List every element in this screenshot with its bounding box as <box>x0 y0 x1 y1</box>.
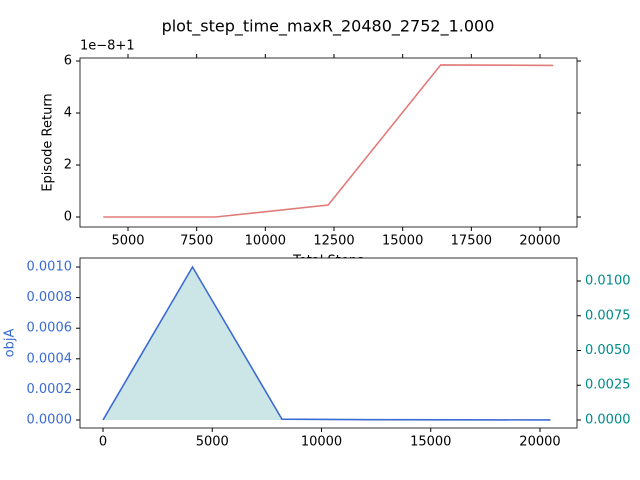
x-tick-label: 10000 <box>301 435 342 450</box>
y-axis-label: Episode Return <box>41 93 56 191</box>
line <box>103 64 554 218</box>
x-tick-label: 20000 <box>519 234 560 249</box>
chart-title: plot_step_time_maxR_20480_2752_1.000 <box>162 17 495 37</box>
y2-tick-label: 0.0025 <box>585 378 631 393</box>
axes-frame <box>79 57 578 228</box>
y-tick-label: 0.0008 <box>27 290 73 305</box>
x-tick-label: 12500 <box>313 234 354 249</box>
y-tick-label: 0.0010 <box>27 260 73 275</box>
y2-tick-label: 0.0050 <box>585 343 631 358</box>
line <box>102 265 551 421</box>
y-tick-label: 0.0002 <box>27 382 73 397</box>
y-offset-label: 1e−8+1 <box>80 39 135 54</box>
x-tick-label: 5000 <box>111 234 144 249</box>
x-tick-label: 0 <box>99 435 107 450</box>
axes-background <box>80 58 577 227</box>
y2-tick-label: 0.0075 <box>585 308 631 323</box>
x-tick-label: 10000 <box>245 234 286 249</box>
x-tick-label: 15000 <box>410 435 451 450</box>
y-tick-label: 0.0000 <box>27 412 73 427</box>
y2-tick-label: 0.0000 <box>585 412 631 427</box>
y-axis-label: objA <box>3 329 18 358</box>
x-tick-label: 5000 <box>196 435 229 450</box>
x-tick-label: 7500 <box>180 234 213 249</box>
x-tick-label: 17500 <box>451 234 492 249</box>
y-tick-label: 2 <box>64 157 72 172</box>
y-tick-label: 4 <box>64 105 72 120</box>
x-tick-label: 15000 <box>382 234 423 249</box>
y-tick-label: 0 <box>64 209 72 224</box>
y-tick-label: 0.0006 <box>27 321 73 336</box>
x-tick-label: 20000 <box>519 435 560 450</box>
y-tick-label: 0.0004 <box>27 351 73 366</box>
y2-tick-label: 0.0100 <box>585 274 631 289</box>
y-tick-label: 6 <box>64 53 72 68</box>
axes-frame <box>79 257 578 429</box>
